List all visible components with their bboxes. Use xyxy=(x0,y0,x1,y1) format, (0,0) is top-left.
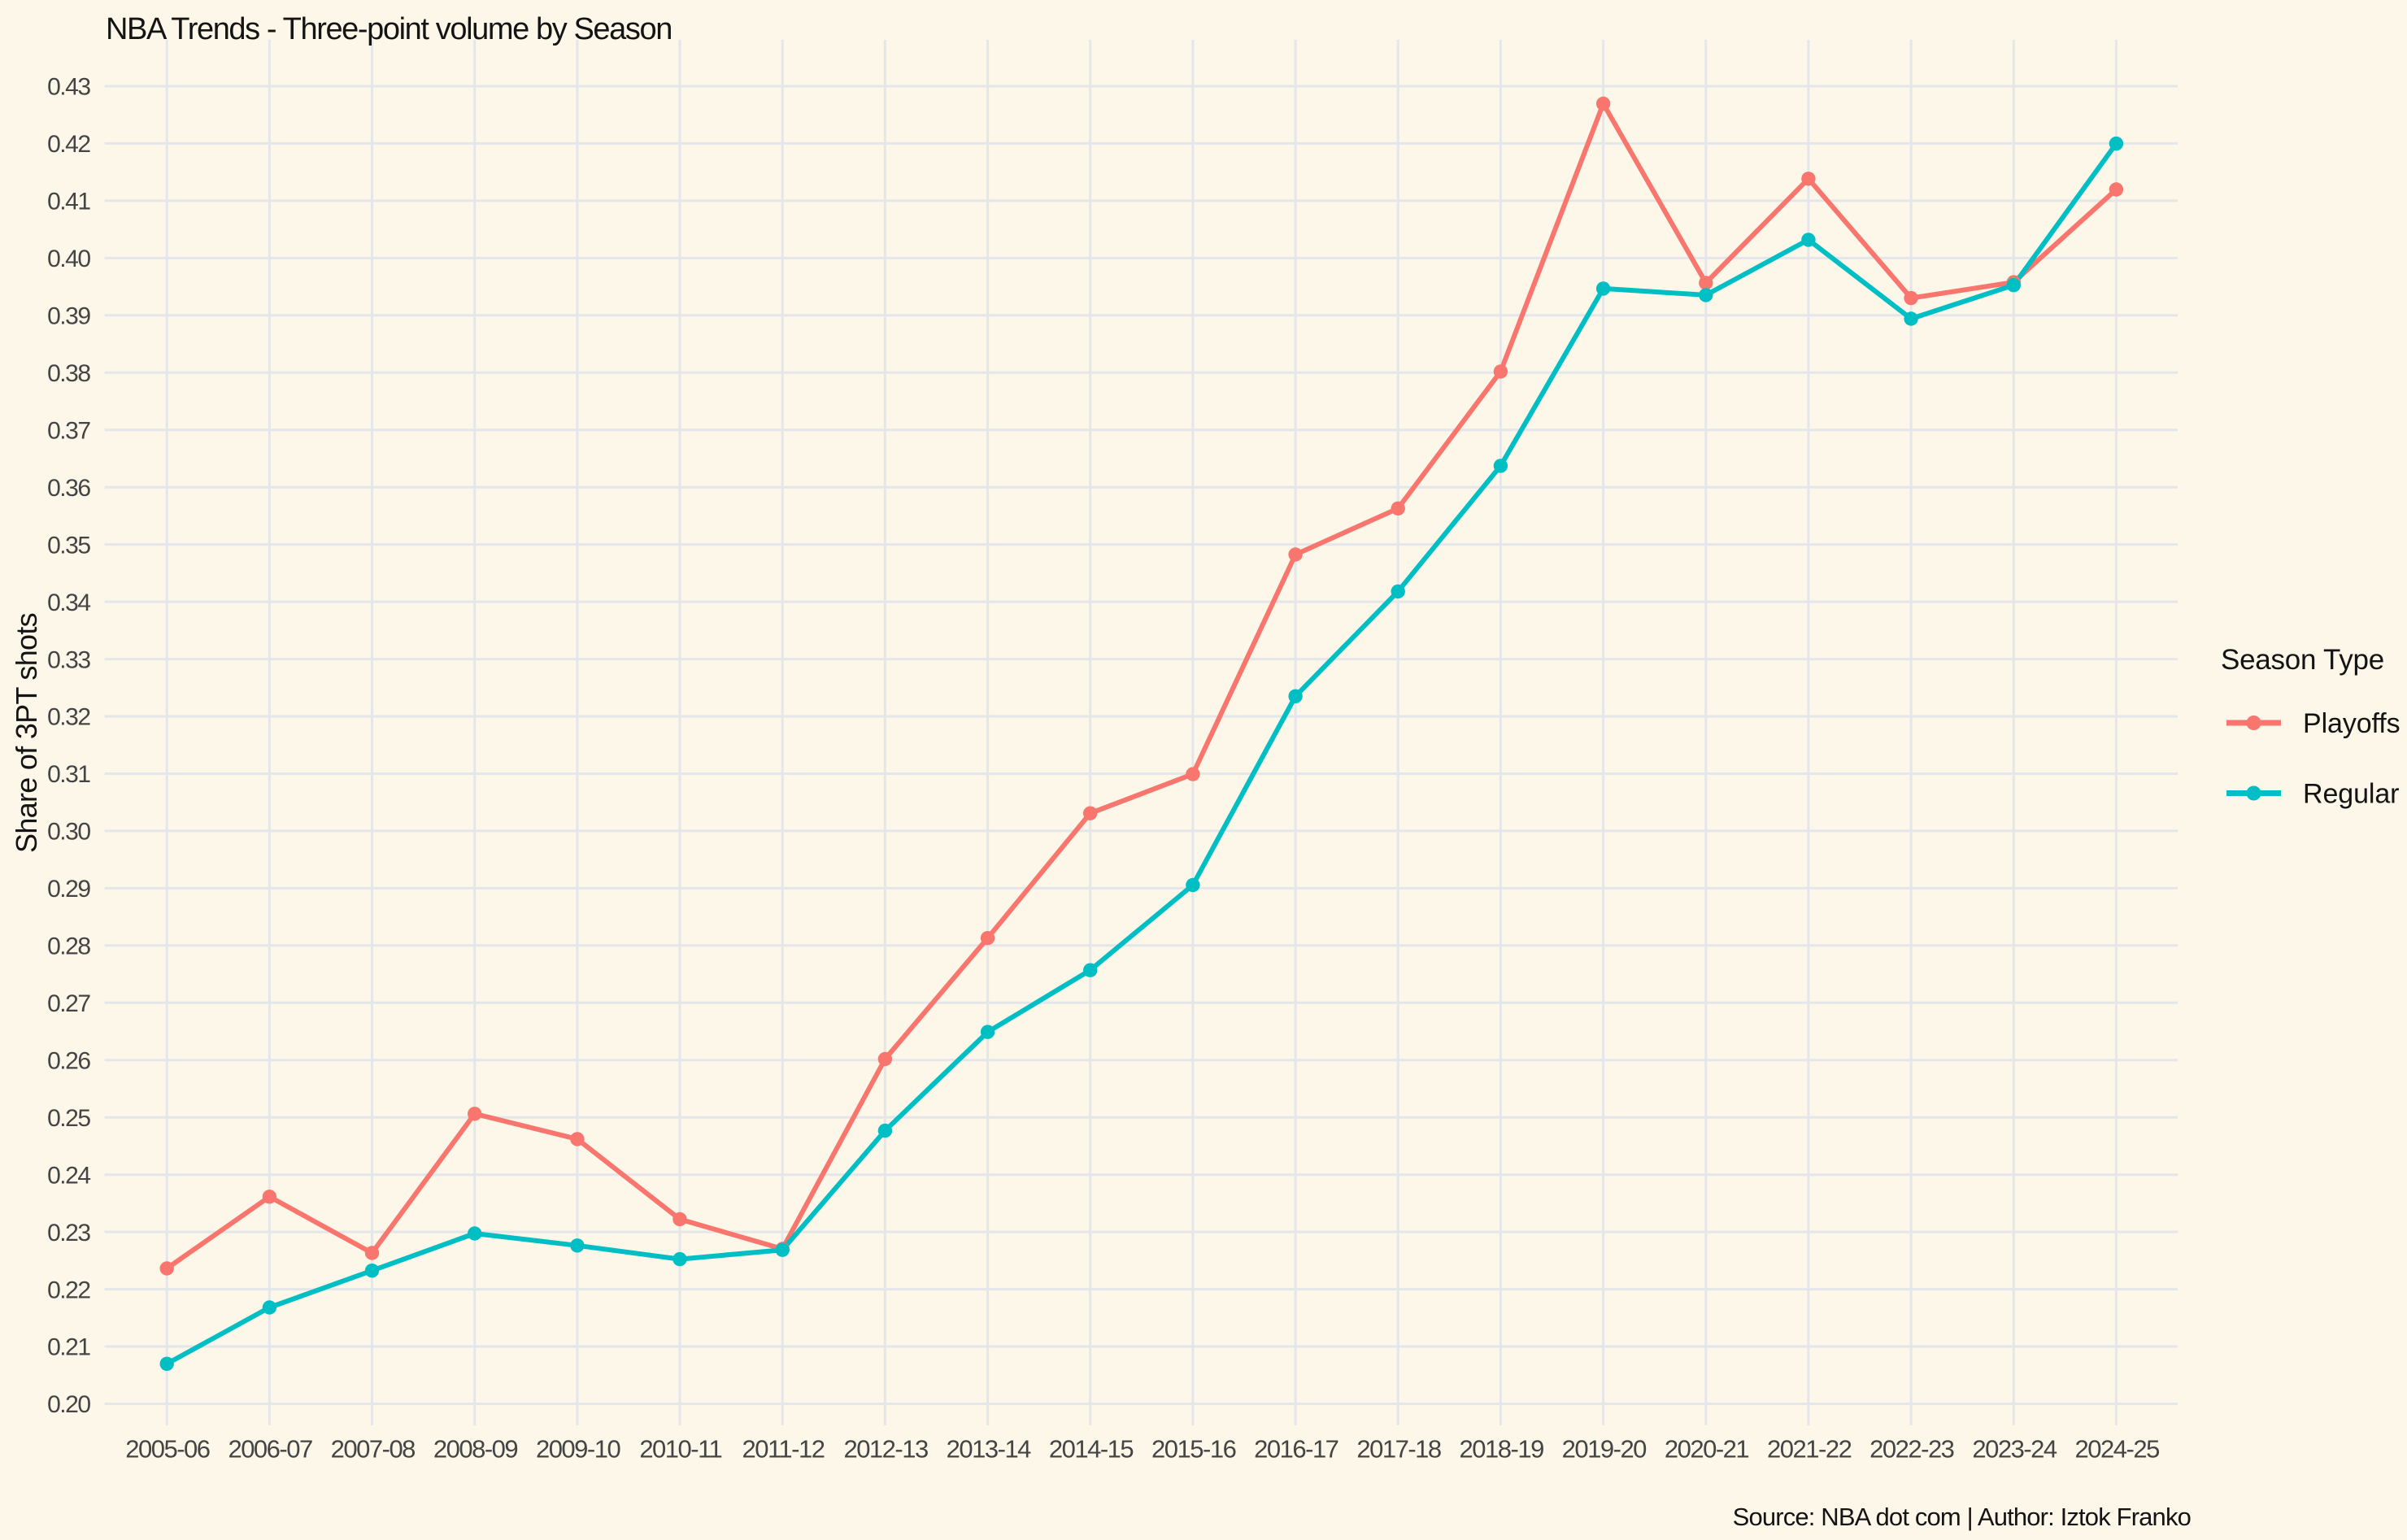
svg-text:0.22: 0.22 xyxy=(47,1277,90,1303)
svg-text:Regular: Regular xyxy=(2303,779,2399,810)
svg-text:2017-18: 2017-18 xyxy=(1356,1435,1441,1464)
svg-text:0.36: 0.36 xyxy=(47,475,90,502)
svg-text:Share of 3PT shots: Share of 3PT shots xyxy=(10,613,43,853)
svg-text:2021-22: 2021-22 xyxy=(1767,1435,1852,1464)
svg-text:2012-13: 2012-13 xyxy=(843,1435,928,1464)
svg-text:0.41: 0.41 xyxy=(47,189,90,215)
svg-text:0.21: 0.21 xyxy=(47,1334,90,1361)
svg-text:0.34: 0.34 xyxy=(47,589,90,616)
svg-text:2007-08: 2007-08 xyxy=(331,1435,416,1464)
svg-text:2010-11: 2010-11 xyxy=(639,1435,721,1464)
svg-text:2020-21: 2020-21 xyxy=(1665,1435,1749,1464)
svg-text:0.24: 0.24 xyxy=(47,1162,90,1189)
svg-text:Source: NBA dot com | Author:: Source: NBA dot com | Author: Iztok Fran… xyxy=(1733,1503,2191,1531)
svg-text:2013-14: 2013-14 xyxy=(947,1435,1032,1464)
svg-text:0.29: 0.29 xyxy=(47,876,90,903)
svg-text:0.26: 0.26 xyxy=(47,1048,90,1075)
svg-text:2015-16: 2015-16 xyxy=(1151,1435,1236,1464)
svg-text:0.40: 0.40 xyxy=(47,246,90,272)
svg-text:0.38: 0.38 xyxy=(47,360,90,387)
svg-text:0.35: 0.35 xyxy=(47,532,90,559)
svg-text:0.42: 0.42 xyxy=(47,131,90,158)
svg-text:Season Type: Season Type xyxy=(2221,644,2384,676)
svg-text:0.43: 0.43 xyxy=(47,74,90,101)
svg-text:2018-19: 2018-19 xyxy=(1460,1435,1544,1464)
svg-text:2011-12: 2011-12 xyxy=(742,1435,825,1464)
svg-text:2022-23: 2022-23 xyxy=(1869,1435,1954,1464)
svg-text:2024-25: 2024-25 xyxy=(2075,1435,2160,1464)
svg-text:2008-09: 2008-09 xyxy=(433,1435,518,1464)
svg-text:2019-20: 2019-20 xyxy=(1562,1435,1647,1464)
svg-text:0.39: 0.39 xyxy=(47,303,90,330)
svg-text:0.25: 0.25 xyxy=(47,1105,90,1132)
svg-text:2009-10: 2009-10 xyxy=(536,1435,621,1464)
svg-text:0.23: 0.23 xyxy=(47,1220,90,1246)
svg-text:0.30: 0.30 xyxy=(47,819,90,846)
svg-text:0.37: 0.37 xyxy=(47,417,90,444)
svg-text:2014-15: 2014-15 xyxy=(1049,1435,1134,1464)
svg-text:0.28: 0.28 xyxy=(47,933,90,960)
svg-text:0.31: 0.31 xyxy=(47,761,90,788)
svg-text:Playoffs: Playoffs xyxy=(2303,708,2400,739)
svg-text:0.20: 0.20 xyxy=(47,1391,90,1418)
svg-text:2005-06: 2005-06 xyxy=(125,1435,210,1464)
svg-text:2023-24: 2023-24 xyxy=(1972,1435,2057,1464)
svg-text:0.32: 0.32 xyxy=(47,704,90,731)
svg-text:NBA Trends - Three-point volum: NBA Trends - Three-point volume by Seaso… xyxy=(106,12,672,46)
svg-text:2006-07: 2006-07 xyxy=(228,1435,312,1464)
svg-text:2016-17: 2016-17 xyxy=(1254,1435,1338,1464)
svg-text:0.33: 0.33 xyxy=(47,646,90,673)
svg-text:0.27: 0.27 xyxy=(47,990,90,1017)
